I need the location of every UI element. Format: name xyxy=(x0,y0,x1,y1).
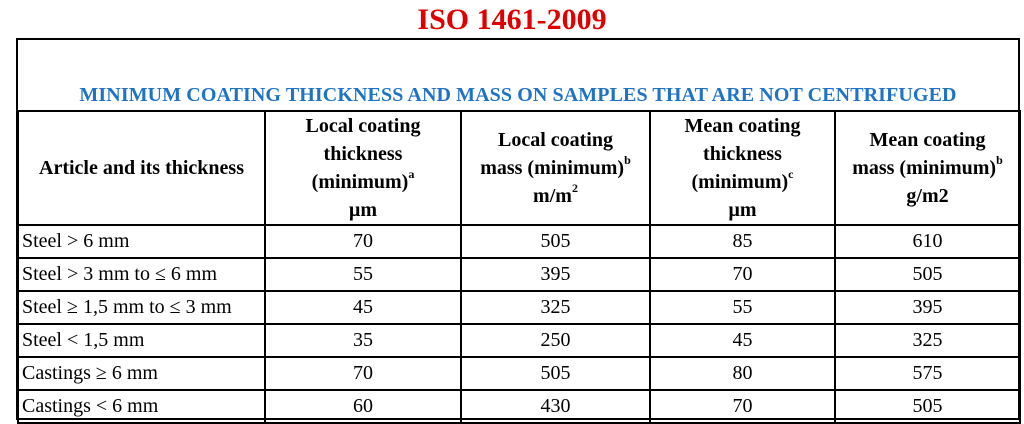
header-article: Article and its thickness xyxy=(17,110,266,226)
footnote-marker: b xyxy=(624,153,631,168)
value-cell: 505 xyxy=(834,389,1021,424)
value-cell: 60 xyxy=(264,389,462,424)
value-cell: 80 xyxy=(649,356,836,391)
article-cell: Castings < 6 mm xyxy=(17,389,266,424)
value-cell: 325 xyxy=(834,323,1021,358)
table-row: Steel < 1,5 mm 35 250 45 325 xyxy=(17,323,1021,358)
value-cell: 55 xyxy=(264,257,462,292)
table-body: Steel > 6 mm 70 505 85 610 Steel > 3 mm to ≤ … xyxy=(17,224,1021,424)
table-row: Steel > 6 mm 70 505 85 610 xyxy=(17,224,1021,259)
value-cell: 70 xyxy=(264,224,462,259)
coating-table: Article and its thickness Local coating t… xyxy=(17,110,1021,424)
header-local-mass: Local coating mass (minimum)b m/m2 xyxy=(460,110,651,226)
table-row: Steel ≥ 1,5 mm to ≤ 3 mm 45 325 55 395 xyxy=(17,290,1021,325)
header-mean-thickness: Mean coating thickness (minimum)c µm xyxy=(649,110,836,226)
footnote-marker: c xyxy=(788,167,794,182)
value-cell: 70 xyxy=(264,356,462,391)
article-cell: Steel > 3 mm to ≤ 6 mm xyxy=(17,257,266,292)
header-line: (minimum)c xyxy=(691,167,794,193)
value-cell: 505 xyxy=(460,356,651,391)
article-cell: Steel > 6 mm xyxy=(17,224,266,259)
value-cell: 45 xyxy=(264,290,462,325)
header-line: µm xyxy=(728,199,757,221)
article-cell: Castings ≥ 6 mm xyxy=(17,356,266,391)
value-cell: 35 xyxy=(264,323,462,358)
header-line: Local coating xyxy=(498,129,613,151)
header-line: g/m2 xyxy=(906,185,949,207)
footnote-marker: a xyxy=(408,167,415,182)
value-cell: 45 xyxy=(649,323,836,358)
header-line: (minimum)a xyxy=(311,167,415,193)
footnote-marker: b xyxy=(996,153,1003,168)
value-cell: 70 xyxy=(649,389,836,424)
value-cell: 610 xyxy=(834,224,1021,259)
value-cell: 395 xyxy=(460,257,651,292)
header-line: mass (minimum)b xyxy=(852,153,1003,179)
table-row: Castings < 6 mm 60 430 70 505 xyxy=(17,389,1021,424)
header-line: thickness xyxy=(323,143,403,165)
value-cell: 70 xyxy=(649,257,836,292)
coating-table-frame: MINIMUM COATING THICKNESS AND MASS ON SA… xyxy=(16,38,1021,424)
value-cell: 250 xyxy=(460,323,651,358)
header-line: thickness xyxy=(703,143,782,165)
value-cell: 55 xyxy=(649,290,836,325)
table-header-row: Article and its thickness Local coating t… xyxy=(17,110,1021,226)
table-subtitle: MINIMUM COATING THICKNESS AND MASS ON SA… xyxy=(79,84,957,106)
header-line: Mean coating xyxy=(684,115,801,137)
value-cell: 395 xyxy=(834,290,1021,325)
header-line: mass (minimum)b xyxy=(480,153,631,179)
value-cell: 430 xyxy=(460,389,651,424)
header-line: Mean coating xyxy=(869,129,986,151)
document-title: ISO 1461-2009 xyxy=(417,3,607,36)
value-cell: 505 xyxy=(460,224,651,259)
header-line: Article and its thickness xyxy=(39,157,244,179)
header-line: Local coating xyxy=(305,115,421,137)
value-cell: 325 xyxy=(460,290,651,325)
unit-exponent: 2 xyxy=(571,181,578,196)
header-local-thickness: Local coating thickness (minimum)a µm xyxy=(264,110,462,226)
value-cell: 85 xyxy=(649,224,836,259)
value-cell: 575 xyxy=(834,356,1021,391)
header-line: m/m2 xyxy=(533,181,578,207)
value-cell: 505 xyxy=(834,257,1021,292)
article-cell: Steel ≥ 1,5 mm to ≤ 3 mm xyxy=(17,290,266,325)
header-mean-mass: Mean coating mass (minimum)b g/m2 xyxy=(834,110,1021,226)
table-row: Castings ≥ 6 mm 70 505 80 575 xyxy=(17,356,1021,391)
table-row: Steel > 3 mm to ≤ 6 mm 55 395 70 505 xyxy=(17,257,1021,292)
header-line: µm xyxy=(348,199,378,221)
article-cell: Steel < 1,5 mm xyxy=(17,323,266,358)
